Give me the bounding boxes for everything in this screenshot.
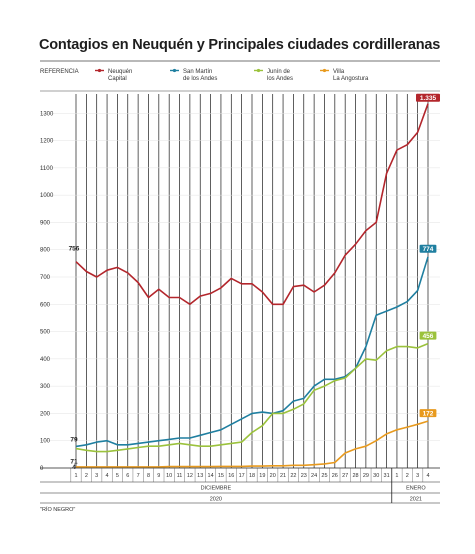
legend-entry-2-line2: los Andes — [267, 76, 293, 82]
y-tick-label-3: 300 — [40, 384, 51, 390]
y-tick-label-11: 1100 — [40, 166, 54, 172]
y-tick-label-6: 600 — [40, 302, 51, 308]
x-tick-label-29: 30 — [373, 473, 379, 479]
x-tick-label-25: 26 — [332, 473, 338, 479]
y-tick-label-12: 1200 — [40, 139, 54, 145]
series-line-3 — [76, 420, 429, 468]
year-label-1: 2021 — [410, 497, 422, 503]
legend-entry-2-line1: Junín de — [267, 69, 291, 75]
legend-entry-0-line1: Neuquén — [108, 69, 132, 75]
year-label-0: 2020 — [210, 497, 222, 503]
data-label-3-34: 172 — [423, 410, 434, 417]
y-tick-label-8: 800 — [40, 248, 51, 254]
y-tick-label-0: 0 — [40, 466, 44, 472]
x-tick-label-32: 2 — [406, 473, 409, 479]
x-tick-label-12: 13 — [197, 473, 203, 479]
series-line-2 — [75, 342, 429, 453]
x-tick-label-26: 27 — [342, 473, 348, 479]
x-tick-label-16: 17 — [239, 473, 245, 479]
legend-swatch-dot-2 — [256, 68, 261, 73]
series-line-1 — [75, 256, 429, 448]
y-axis: 0 100 200 300 400 500 600 700 800 900 1000 1100 1200… — [40, 111, 54, 472]
x-tick-label-10: 11 — [177, 473, 183, 479]
x-axis: 1 2 3 4 5 6 7 8 9 10 11 12 13 14 15 16 17 18 19 20 21 22 23 24 2… — [40, 467, 440, 504]
legend-entry-1-line2: de los Andes — [183, 76, 217, 82]
x-tick-label-24: 25 — [321, 473, 327, 479]
data-label-box-2-34 — [419, 331, 437, 340]
x-tick-label-34: 4 — [426, 473, 429, 479]
x-tick-label-17: 18 — [249, 473, 255, 479]
x-tick-label-13: 14 — [208, 473, 214, 479]
data-label-1-0: 79 — [70, 436, 78, 443]
legend-entry-3-line2: La Angostura — [333, 76, 369, 82]
y-tick-label-5: 500 — [40, 330, 51, 336]
x-tick-label-7: 8 — [147, 473, 150, 479]
x-tick-label-5: 6 — [126, 473, 129, 479]
x-tick-label-20: 21 — [280, 473, 286, 479]
x-tick-label-2: 3 — [95, 473, 98, 479]
x-tick-label-33: 3 — [416, 473, 419, 479]
x-tick-label-22: 23 — [301, 473, 307, 479]
y-tick-label-10: 1000 — [40, 193, 54, 199]
data-label-0-0: 756 — [69, 246, 80, 253]
x-tick-label-6: 7 — [137, 473, 140, 479]
data-label-0-34: 1.335 — [420, 95, 437, 102]
x-tick-label-1: 2 — [85, 473, 88, 479]
x-tick-label-28: 29 — [363, 473, 369, 479]
data-label-2-34: 456 — [423, 333, 434, 340]
data-label-box-3-34 — [419, 409, 437, 418]
y-tick-label-2: 200 — [40, 411, 51, 417]
x-tick-label-11: 12 — [187, 473, 193, 479]
data-label-3-0: 4 — [72, 464, 76, 471]
y-tick-label-1: 100 — [40, 439, 51, 445]
x-tick-label-9: 10 — [166, 473, 172, 479]
x-tick-label-0: 1 — [74, 473, 77, 479]
x-tick-label-4: 5 — [116, 473, 119, 479]
data-label-box-1-34 — [419, 244, 437, 253]
x-tick-label-27: 28 — [352, 473, 358, 479]
month-label-0: DICIEMBRE — [201, 486, 232, 492]
x-tick-label-15: 16 — [228, 473, 234, 479]
series-lines — [75, 103, 429, 468]
data-labels: 756 1.335 79 774 71 456 4 172 — [69, 93, 440, 471]
series-line-0 — [75, 103, 429, 306]
data-label-1-34: 774 — [423, 246, 434, 253]
legend-title: REFERENCIA — [40, 69, 79, 75]
x-tick-label-31: 1 — [395, 473, 398, 479]
chart-title: Contagios en Neuquén y Principales ciuda… — [39, 37, 441, 53]
y-tick-label-7: 700 — [40, 275, 51, 281]
y-tick-label-4: 400 — [40, 357, 51, 363]
legend-entry-0-line2: Capital — [108, 76, 127, 82]
legend-swatch-dot-0 — [97, 68, 102, 73]
x-tick-label-23: 24 — [311, 473, 317, 479]
data-label-box-0-34 — [416, 93, 440, 102]
month-label-1: ENERO — [406, 486, 426, 492]
data-label-2-0: 71 — [70, 459, 78, 466]
y-tick-label-13: 1300 — [40, 111, 54, 117]
legend-swatch-dot-1 — [172, 68, 177, 73]
x-tick-label-19: 20 — [270, 473, 276, 479]
legend-entry-3-line1: Villa — [333, 69, 345, 75]
x-tick-label-18: 19 — [259, 473, 265, 479]
x-tick-label-8: 9 — [157, 473, 160, 479]
x-tick-label-3: 4 — [106, 473, 109, 479]
legend-entry-1-line1: San Martín — [183, 69, 212, 75]
x-tick-label-30: 31 — [384, 473, 390, 479]
x-tick-label-14: 15 — [218, 473, 224, 479]
grid — [40, 94, 440, 468]
x-tick-label-21: 22 — [290, 473, 296, 479]
y-tick-label-9: 900 — [40, 220, 51, 226]
source-note: "RÍO NEGRO" — [40, 507, 76, 513]
legend-swatch-dot-3 — [322, 68, 327, 73]
